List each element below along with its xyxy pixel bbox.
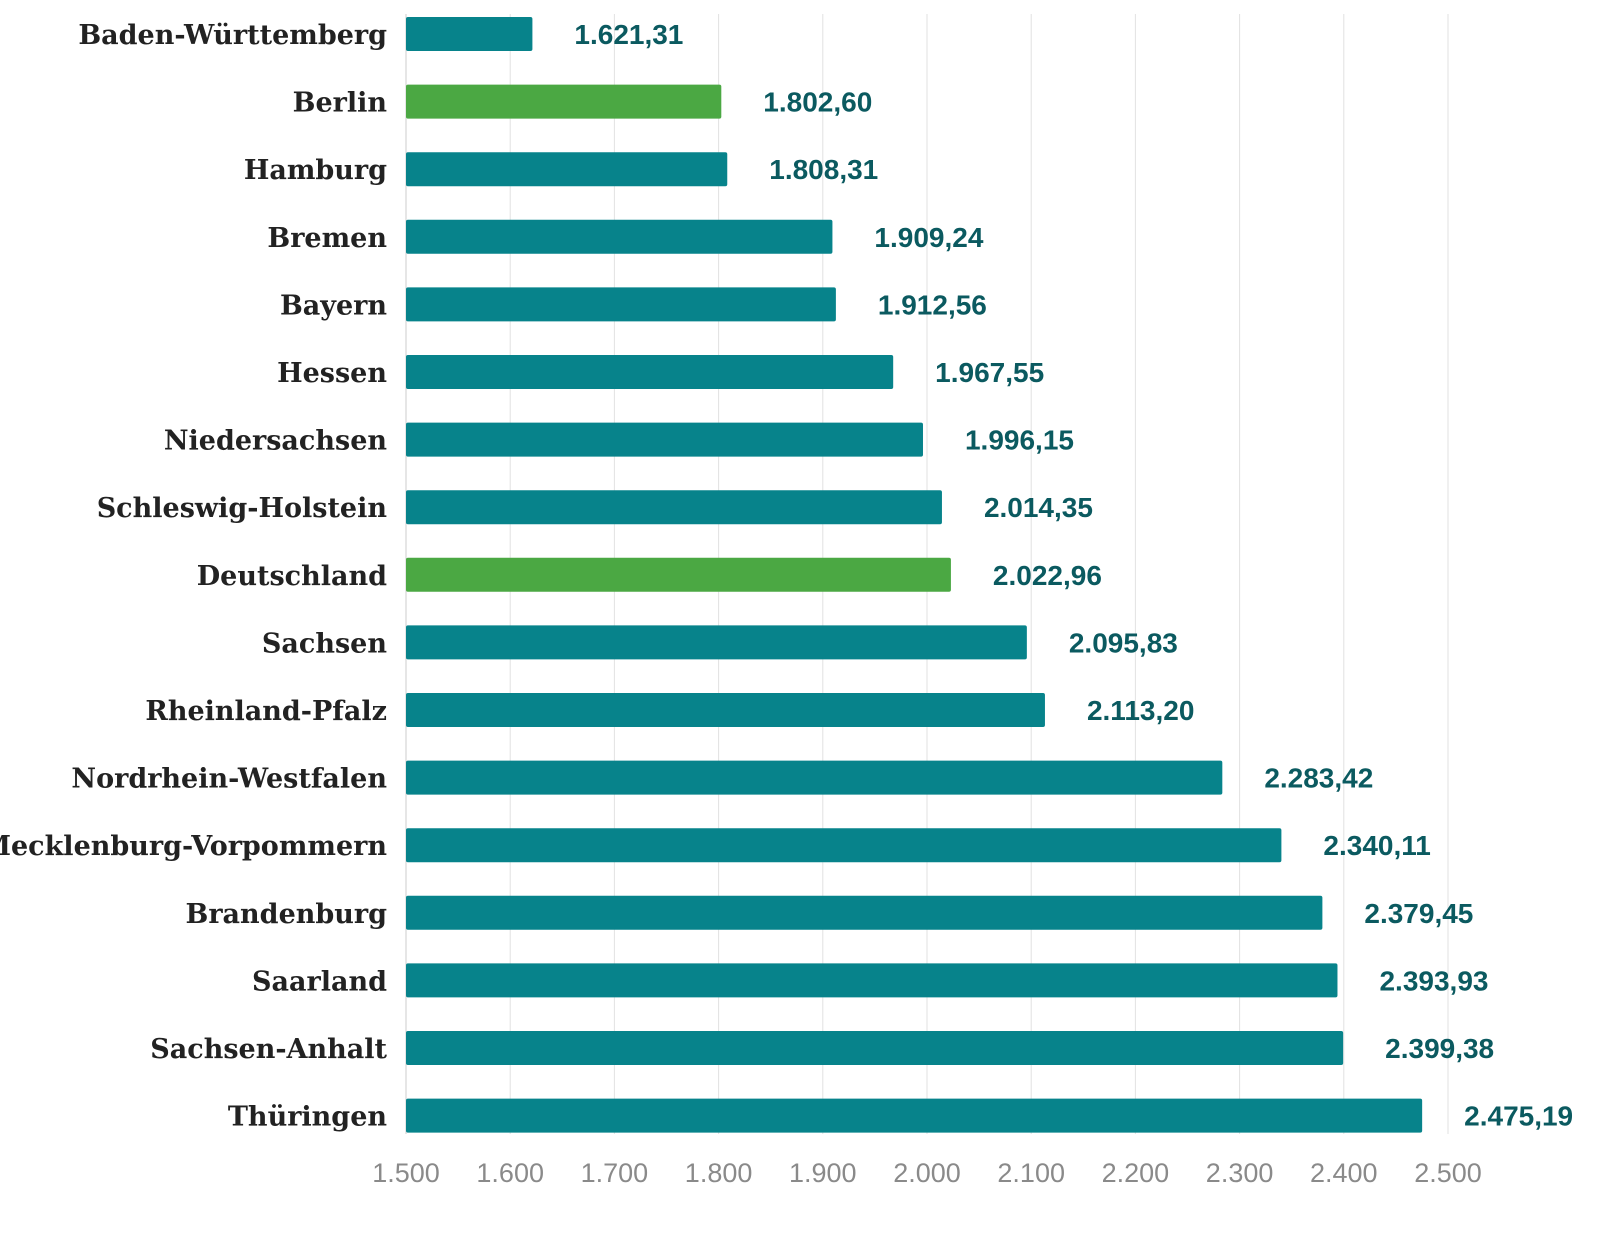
category-label: Schleswig-Holstein bbox=[97, 493, 388, 524]
bar bbox=[406, 17, 533, 51]
bars bbox=[406, 17, 1423, 1133]
value-labels: 1.621,31 1.802,60 1.808,31 1.909,24 1.912,56… bbox=[574, 19, 1573, 1132]
bar bbox=[406, 828, 1282, 863]
x-tick-label: 2.100 bbox=[997, 1158, 1065, 1188]
value-label: 1.802,60 bbox=[763, 87, 872, 118]
value-label: 2.113,20 bbox=[1087, 695, 1194, 726]
category-label: Hessen bbox=[277, 358, 387, 389]
bar bbox=[406, 152, 728, 187]
bar bbox=[406, 1098, 1423, 1133]
x-tick-label: 1.700 bbox=[581, 1158, 649, 1188]
category-label: Sachsen bbox=[262, 628, 387, 659]
bar bbox=[406, 219, 833, 254]
category-label: Nordrhein-Westfalen bbox=[71, 764, 387, 795]
bar bbox=[406, 84, 722, 119]
category-label: Mecklenburg-Vorpommern bbox=[0, 831, 387, 862]
value-label: 1.996,15 bbox=[965, 425, 1074, 456]
x-tick-label: 1.800 bbox=[685, 1158, 753, 1188]
category-labels: Baden-Württemberg Berlin Hamburg Bremen Baye… bbox=[0, 20, 388, 1133]
category-label: Bayern bbox=[280, 290, 387, 321]
category-label: Berlin bbox=[293, 88, 388, 119]
value-label: 1.967,55 bbox=[935, 357, 1044, 388]
x-tick-label: 2.400 bbox=[1310, 1158, 1378, 1188]
bar bbox=[406, 625, 1027, 660]
bar bbox=[406, 1031, 1344, 1065]
bar bbox=[406, 490, 942, 525]
x-tick-label: 1.900 bbox=[789, 1158, 857, 1188]
x-tick-label: 2.000 bbox=[893, 1158, 961, 1188]
bar bbox=[406, 355, 894, 389]
category-label: Sachsen-Anhalt bbox=[150, 1034, 387, 1065]
value-label: 1.808,31 bbox=[769, 154, 878, 185]
category-label: Bremen bbox=[267, 223, 387, 254]
category-label: Hamburg bbox=[244, 155, 387, 186]
bar bbox=[406, 963, 1338, 998]
category-label: Brandenburg bbox=[186, 899, 388, 930]
value-label: 2.014,35 bbox=[984, 492, 1093, 523]
x-tick-label: 2.500 bbox=[1414, 1158, 1482, 1188]
value-label: 2.022,96 bbox=[993, 560, 1102, 591]
value-label: 2.095,83 bbox=[1069, 627, 1178, 658]
value-label: 1.912,56 bbox=[878, 289, 987, 320]
category-label: Niedersachsen bbox=[164, 426, 388, 457]
category-label: Deutschland bbox=[197, 561, 387, 592]
value-label: 2.399,38 bbox=[1385, 1033, 1494, 1064]
bar bbox=[406, 287, 836, 322]
x-tick-label: 2.200 bbox=[1102, 1158, 1170, 1188]
value-label: 1.621,31 bbox=[574, 19, 683, 50]
value-label: 2.283,42 bbox=[1264, 763, 1373, 794]
category-label: Baden-Württemberg bbox=[78, 20, 387, 51]
bar bbox=[406, 557, 951, 592]
value-label: 2.475,19 bbox=[1464, 1101, 1573, 1132]
x-axis-tick-labels: 1.500 1.600 1.700 1.800 1.900 2.000 2.100 2.200… bbox=[372, 1158, 1482, 1188]
bar bbox=[406, 693, 1045, 727]
value-label: 1.909,24 bbox=[874, 222, 983, 253]
x-tick-label: 2.300 bbox=[1206, 1158, 1274, 1188]
value-label: 2.340,11 bbox=[1323, 830, 1430, 861]
category-label: Thüringen bbox=[228, 1102, 388, 1133]
value-label: 2.379,45 bbox=[1364, 898, 1473, 929]
bar bbox=[406, 895, 1323, 930]
bar bbox=[406, 422, 923, 457]
x-tick-label: 1.600 bbox=[476, 1158, 544, 1188]
value-label: 2.393,93 bbox=[1379, 965, 1488, 996]
category-label: Saarland bbox=[252, 966, 387, 997]
bar bbox=[406, 760, 1223, 795]
x-tick-label: 1.500 bbox=[372, 1158, 440, 1188]
category-label: Rheinland-Pfalz bbox=[145, 696, 387, 727]
